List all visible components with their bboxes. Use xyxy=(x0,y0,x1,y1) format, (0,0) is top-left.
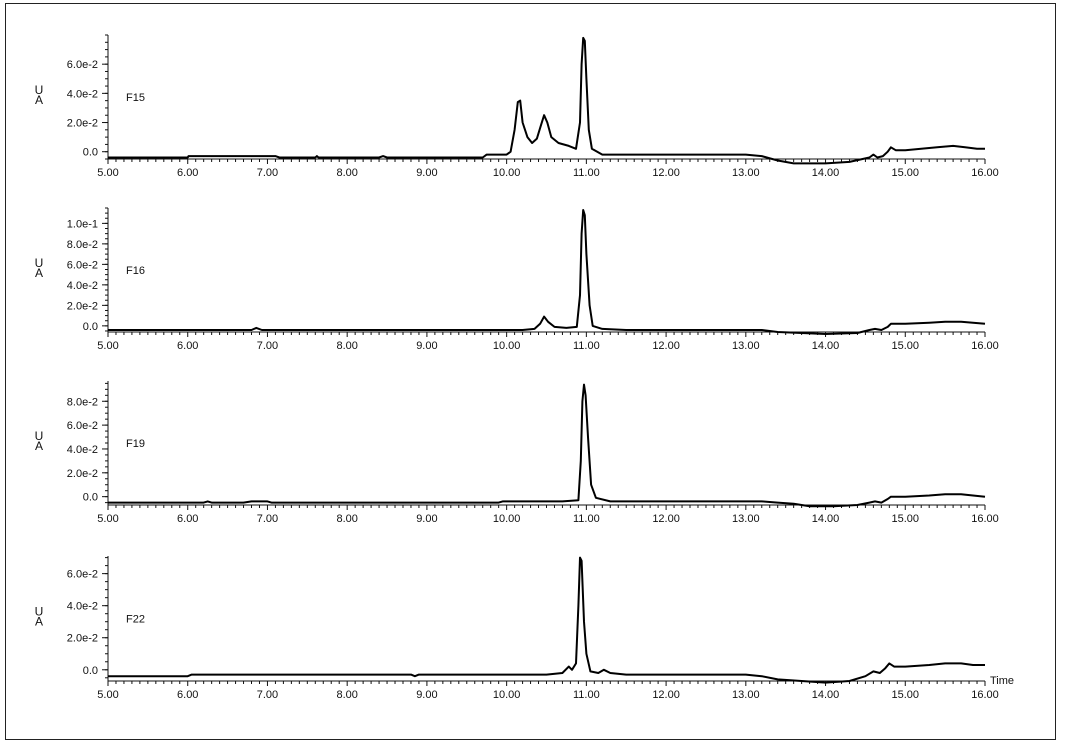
x-tick-label: 11.00 xyxy=(573,689,600,701)
x-tick-label: 12.00 xyxy=(652,513,680,525)
y-unit-letter: A xyxy=(35,266,43,280)
x-tick-label: 10.00 xyxy=(493,689,521,701)
y-tick-label: 0.0 xyxy=(83,147,98,159)
x-tick-label: 13.00 xyxy=(732,340,760,352)
y-tick-label: 6.0e-2 xyxy=(67,59,98,71)
y-tick-label: 4.0e-2 xyxy=(67,88,98,100)
x-tick-label: 10.00 xyxy=(493,340,521,352)
x-tick-label: 6.00 xyxy=(177,513,198,525)
y-unit-letter: U xyxy=(35,429,44,443)
x-tick-label: 9.00 xyxy=(416,513,437,525)
x-tick-label: 12.00 xyxy=(652,167,680,179)
x-tick-label: 11.00 xyxy=(573,340,600,352)
panel-f19: 5.00 6.00 7.00 8.00 9.00 10.00 11.00 12.00 13.00… xyxy=(35,381,999,525)
y-tick-label: 0.0 xyxy=(83,321,98,333)
y-tick-label: 1.0e-1 xyxy=(67,218,98,230)
x-tick-label: 13.00 xyxy=(732,689,760,701)
x-tick-label: 16.00 xyxy=(971,340,999,352)
x-tick-label: 9.00 xyxy=(416,689,437,701)
y-tick-label: 6.0e-2 xyxy=(67,569,98,581)
y-tick-label: 6.0e-2 xyxy=(67,259,98,271)
x-tick-label: 11.00 xyxy=(573,513,600,525)
x-tick-label: 5.00 xyxy=(97,513,118,525)
x-tick-label: 14.00 xyxy=(812,340,840,352)
panel-label: F22 xyxy=(126,614,145,626)
panel-f22: 5.00 6.00 7.00 8.00 9.00 10.00 11.00 12.00 13.00… xyxy=(35,556,999,701)
x-tick-label: 15.00 xyxy=(892,513,920,525)
y-unit-letter: A xyxy=(35,615,43,629)
panel-f15: 5.00 6.00 7.00 8.00 9.00 10.00 11.00 12.00 13.00… xyxy=(35,34,999,179)
x-tick-label: 15.00 xyxy=(892,340,920,352)
x-tick-label: 9.00 xyxy=(416,167,437,179)
x-tick-label: 10.00 xyxy=(493,513,521,525)
x-tick-label: 14.00 xyxy=(812,689,840,701)
chart-frame xyxy=(5,3,1056,740)
y-unit-letter: A xyxy=(35,93,43,107)
x-tick-label: 15.00 xyxy=(892,167,920,179)
y-unit-letter: U xyxy=(35,256,44,270)
y-tick-label: 4.0e-2 xyxy=(67,601,98,613)
x-tick-label: 16.00 xyxy=(971,513,999,525)
chromatogram-trace xyxy=(108,36,985,165)
panel-f16: 5.00 6.00 7.00 8.00 9.00 10.00 11.00 12.00 13.00… xyxy=(35,207,999,352)
y-tick-label: 4.0e-2 xyxy=(67,444,98,456)
x-tick-label: 8.00 xyxy=(336,167,357,179)
x-tick-label: 5.00 xyxy=(97,689,118,701)
panel-label: F19 xyxy=(126,438,145,450)
x-tick-label: 14.00 xyxy=(812,167,840,179)
y-tick-label: 8.0e-2 xyxy=(67,239,98,251)
y-unit-letter: U xyxy=(35,83,44,97)
x-tick-label: 7.00 xyxy=(257,689,278,701)
x-tick-label: 7.00 xyxy=(257,167,278,179)
panel-label: F15 xyxy=(126,92,145,104)
x-tick-label: 8.00 xyxy=(336,689,357,701)
x-tick-label: 16.00 xyxy=(971,689,999,701)
x-tick-label: 6.00 xyxy=(177,340,198,352)
x-tick-label: 6.00 xyxy=(177,167,198,179)
x-tick-label: 13.00 xyxy=(732,167,760,179)
panel-label: F16 xyxy=(126,265,145,277)
x-tick-label: 16.00 xyxy=(971,167,999,179)
x-tick-label: 5.00 xyxy=(97,340,118,352)
x-tick-label: 14.00 xyxy=(812,513,840,525)
x-tick-label: 8.00 xyxy=(336,340,357,352)
y-tick-label: 0.0 xyxy=(83,665,98,677)
x-tick-label: 5.00 xyxy=(97,167,118,179)
chromatogram-trace xyxy=(108,383,986,508)
y-tick-label: 0.0 xyxy=(83,492,98,504)
x-tick-label: 6.00 xyxy=(177,689,198,701)
y-tick-label: 2.0e-2 xyxy=(67,468,98,480)
y-unit-letter: A xyxy=(35,439,43,453)
x-tick-label: 10.00 xyxy=(493,167,521,179)
x-tick-label: 8.00 xyxy=(336,513,357,525)
y-tick-label: 2.0e-2 xyxy=(67,633,98,645)
chromatogram-trace xyxy=(108,209,986,335)
x-tick-label: 7.00 xyxy=(257,340,278,352)
y-tick-label: 6.0e-2 xyxy=(67,420,98,432)
x-tick-label: 7.00 xyxy=(257,513,278,525)
chromatogram-trace xyxy=(108,556,985,684)
y-tick-label: 4.0e-2 xyxy=(67,280,98,292)
x-tick-label: 12.00 xyxy=(652,340,680,352)
x-tick-label: 15.00 xyxy=(892,689,920,701)
x-tick-label: 9.00 xyxy=(416,340,437,352)
y-tick-label: 8.0e-2 xyxy=(67,396,98,408)
x-axis-title: Time xyxy=(990,675,1014,687)
y-tick-label: 2.0e-2 xyxy=(67,118,98,130)
x-tick-label: 11.00 xyxy=(573,167,600,179)
y-unit-letter: U xyxy=(35,605,44,619)
y-tick-label: 2.0e-2 xyxy=(67,300,98,312)
x-tick-label: 13.00 xyxy=(732,513,760,525)
x-tick-label: 12.00 xyxy=(652,689,680,701)
